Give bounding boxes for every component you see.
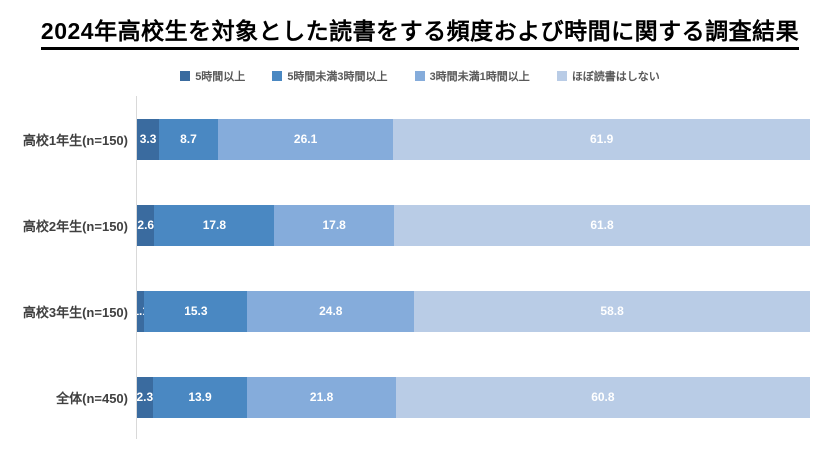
category-label: 高校3年生(n=150) — [22, 304, 128, 320]
title-wrap: 2024年高校生を対象とした読書をする頻度および時間に関する調査結果 — [0, 12, 840, 50]
bar-segment: 2.6 — [137, 204, 155, 246]
chart-legend: 5時間以上 5時間未満3時間以上 3時間未満1時間以上 ほぼ読書はしない — [0, 69, 840, 83]
legend-swatch-icon — [180, 71, 191, 81]
value-label: 17.8 — [202, 218, 227, 232]
value-label: 13.9 — [188, 390, 212, 404]
category-label: 全体(n=450) — [56, 390, 128, 406]
value-label: 61.9 — [590, 132, 614, 146]
category-label: 高校1年生(n=150) — [22, 132, 128, 148]
chart-rows: 高校1年生(n=150) 3.3 8.7 26.1 61.9 高校2年生(n=150) 2.… — [0, 96, 840, 440]
legend-label: ほぼ読書はしない — [571, 71, 660, 83]
bar-segment: 8.7 — [159, 118, 218, 160]
bar-segment: 61.8 — [394, 204, 810, 246]
stacked-bar: 2.3 13.9 21.8 60.8 — [136, 376, 810, 418]
value-label: 17.8 — [322, 218, 346, 232]
legend-swatch-icon — [272, 71, 283, 81]
value-label: 8.7 — [180, 132, 197, 146]
stacked-bar: 1.1 15.3 24.8 58.8 — [132, 290, 810, 332]
legend-swatch-icon — [556, 71, 567, 81]
legend-label: 3時間未満1時間以上 — [429, 71, 530, 83]
chart-title: 2024年高校生を対象とした読書をする頻度および時間に関する調査結果 — [40, 12, 800, 50]
chart-row: 全体(n=450) 2.3 13.9 21.8 60.8 — [0, 354, 840, 440]
bar-segment: 3.3 — [137, 118, 160, 160]
bar-segment: 2.3 — [136, 376, 154, 418]
value-label: 2.3 — [136, 390, 154, 404]
chart-row: 高校2年生(n=150) 2.6 17.8 17.8 61.8 — [0, 182, 840, 268]
value-label: 61.8 — [590, 218, 614, 232]
stacked-bar: 2.6 17.8 17.8 61.8 — [137, 204, 810, 246]
value-label: 58.8 — [600, 304, 624, 318]
bar-segment: 15.3 — [144, 290, 248, 332]
category-label: 高校2年生(n=150) — [22, 218, 128, 234]
stacked-bar-chart: 高校1年生(n=150) 3.3 8.7 26.1 61.9 高校2年生(n=150) 2.… — [0, 96, 840, 441]
legend-label: 5時間以上 — [195, 71, 246, 83]
bar-segment: 21.8 — [247, 376, 396, 418]
legend-swatch-icon — [414, 71, 425, 81]
legend-item: 5時間未満3時間以上 — [272, 68, 388, 84]
value-label: 2.6 — [137, 218, 155, 232]
value-label: 60.8 — [591, 390, 615, 404]
legend-item: 5時間以上 — [180, 68, 245, 84]
value-label: 24.8 — [319, 304, 343, 318]
bar-segment: 60.8 — [395, 376, 810, 418]
bar-segment: 24.8 — [247, 290, 415, 332]
chart-row: 高校3年生(n=150) 1.1 15.3 24.8 58.8 — [0, 268, 840, 354]
value-label: 15.3 — [184, 304, 208, 318]
legend-item: 3時間未満1時間以上 — [414, 68, 530, 84]
y-axis-line — [136, 96, 137, 439]
value-label: 3.3 — [139, 132, 157, 146]
bar-segment: 26.1 — [217, 118, 394, 160]
bar-segment: 61.9 — [393, 118, 810, 160]
value-label: 21.8 — [309, 390, 334, 404]
legend-label: 5時間未満3時間以上 — [287, 71, 388, 83]
stacked-bar: 3.3 8.7 26.1 61.9 — [137, 118, 810, 160]
legend-item: ほぼ読書はしない — [556, 68, 660, 84]
bar-segment: 1.1 — [132, 290, 149, 332]
value-label: 26.1 — [293, 132, 318, 146]
bar-segment: 17.8 — [274, 204, 395, 246]
bar-segment: 58.8 — [414, 290, 810, 332]
bar-segment: 13.9 — [152, 376, 248, 418]
bar-segment: 17.8 — [154, 204, 275, 246]
chart-row: 高校1年生(n=150) 3.3 8.7 26.1 61.9 — [0, 96, 840, 182]
